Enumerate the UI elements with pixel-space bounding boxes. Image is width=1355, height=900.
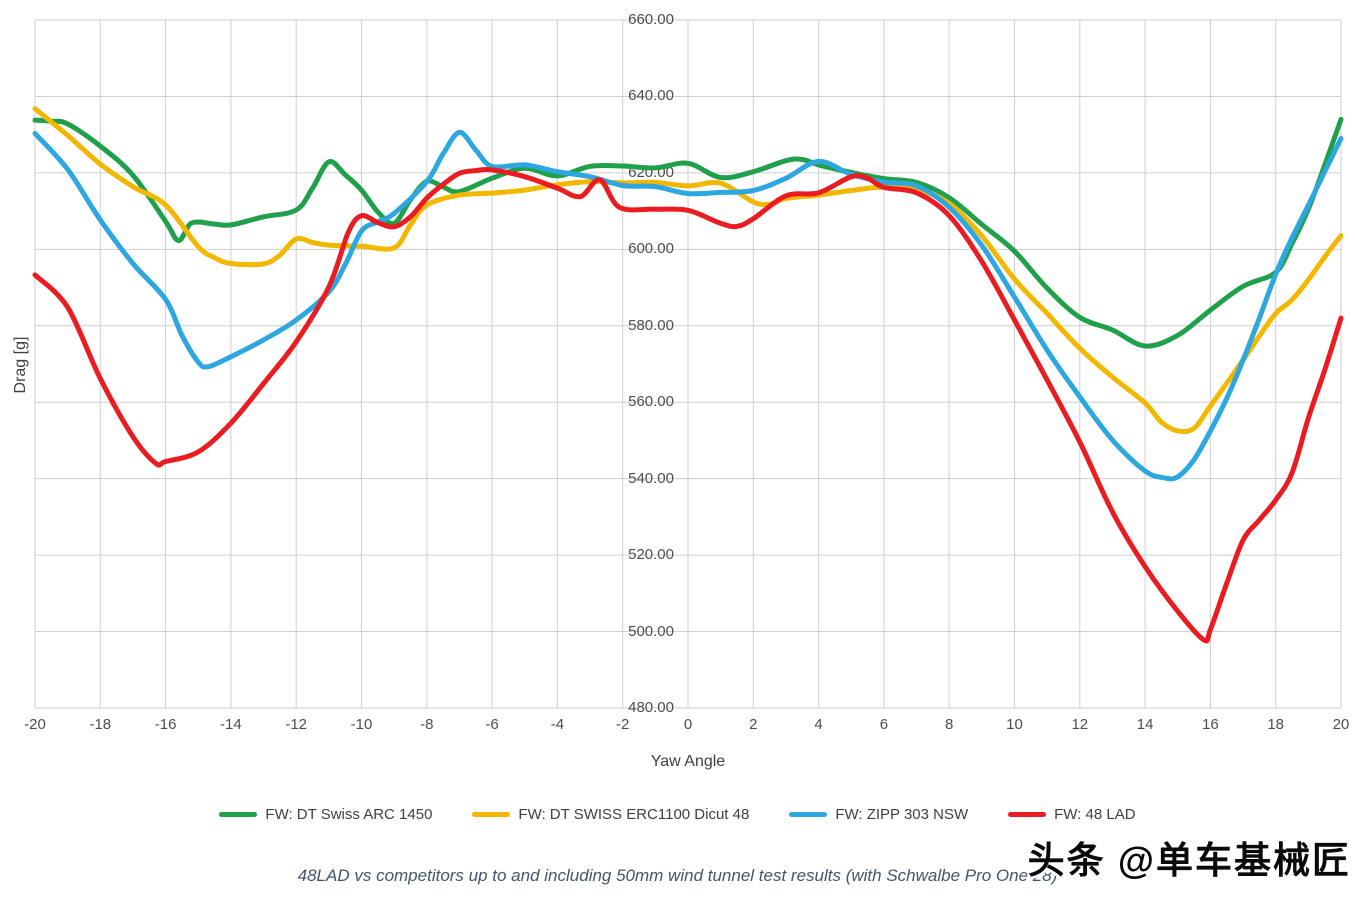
- watermark-text: 头条 @单车基械匠: [1027, 840, 1351, 881]
- series-line-1: [32, 116, 1344, 349]
- x-tick-label: 4: [814, 716, 823, 733]
- x-tick-label: 6: [879, 716, 889, 733]
- y-tick-label: 520.00: [628, 546, 674, 564]
- y-tick-label: 560.00: [628, 393, 674, 411]
- x-tick-label: 14: [1136, 716, 1154, 733]
- x-tick-label: -10: [350, 716, 373, 733]
- series-line-2: [32, 106, 1344, 435]
- x-tick-label: 2: [749, 716, 758, 733]
- legend-item-1: FW: DT Swiss ARC 1450: [219, 806, 432, 823]
- legend-line-swatch: [789, 812, 828, 817]
- x-tick-label: -12: [285, 716, 308, 733]
- legend-item-4: FW: 48 LAD: [1008, 806, 1136, 823]
- plot-border: [34, 19, 1342, 709]
- x-tick-label: 8: [945, 716, 954, 733]
- chart-caption: 48LAD vs competitors up to and including…: [297, 866, 1058, 885]
- x-tick-label: -18: [89, 716, 112, 733]
- legend-label: FW: DT Swiss ARC 1450: [265, 806, 433, 823]
- x-tick-label: -4: [550, 716, 565, 733]
- legend-item-2: FW: DT SWISS ERC1100 Dicut 48: [472, 806, 749, 823]
- x-tick-label: 0: [683, 716, 693, 733]
- legend-label: FW: DT SWISS ERC1100 Dicut 48: [518, 806, 750, 823]
- legend-label: FW: ZIPP 303 NSW: [835, 806, 969, 823]
- x-tick-label: 16: [1202, 716, 1219, 733]
- y-tick-label: 640.00: [628, 87, 674, 105]
- y-tick-label: 480.00: [628, 699, 674, 716]
- x-tick-label: -8: [420, 716, 434, 733]
- x-axis-title: Yaw Angle: [650, 753, 726, 770]
- legend: FW: DT Swiss ARC 1450 FW: DT SWISS ERC110…: [0, 806, 1355, 823]
- y-tick-label: 540.00: [628, 469, 674, 487]
- x-tick-label: 12: [1071, 716, 1089, 733]
- x-tick-label: 10: [1006, 716, 1023, 733]
- y-tick-label: 500.00: [628, 622, 674, 640]
- legend-label: FW: 48 LAD: [1054, 806, 1136, 823]
- x-tick-label: -20: [24, 716, 46, 733]
- x-tick-label: 18: [1267, 716, 1285, 733]
- series-line-4: [32, 166, 1344, 644]
- x-tick-label: -16: [154, 716, 177, 733]
- legend-item-3: FW: ZIPP 303 NSW: [789, 806, 968, 823]
- y-axis-title: Drag [g]: [12, 336, 29, 394]
- x-tick-label: -6: [485, 716, 499, 733]
- gridlines-layer: [34, 19, 1342, 709]
- legend-line-swatch: [219, 812, 258, 817]
- legend-line-swatch: [1008, 812, 1047, 817]
- legend-line-swatch: [472, 812, 511, 817]
- x-tick-label: -14: [220, 716, 242, 733]
- y-tick-label: 660.00: [628, 11, 674, 28]
- data-series-layer: [32, 106, 1344, 644]
- y-tick-label: 580.00: [628, 316, 674, 334]
- x-tick-label: -2: [616, 716, 630, 733]
- x-tick-label: 20: [1332, 716, 1350, 733]
- y-tick-label: 600.00: [628, 240, 674, 258]
- series-line-3: [32, 129, 1344, 482]
